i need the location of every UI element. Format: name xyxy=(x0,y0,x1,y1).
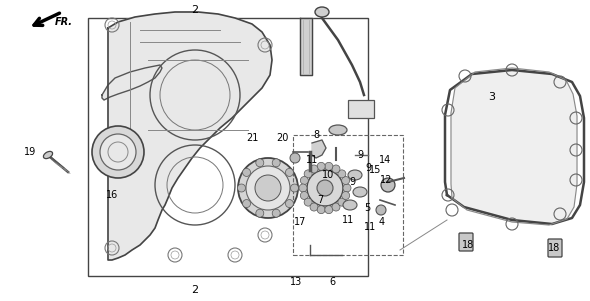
Ellipse shape xyxy=(343,200,357,210)
Circle shape xyxy=(92,126,144,178)
Circle shape xyxy=(338,198,346,206)
Text: 17: 17 xyxy=(294,217,306,227)
Circle shape xyxy=(304,170,312,178)
Text: 15: 15 xyxy=(369,165,381,175)
Circle shape xyxy=(290,184,299,192)
Text: 4: 4 xyxy=(379,217,385,227)
Circle shape xyxy=(100,134,136,170)
Ellipse shape xyxy=(44,151,53,159)
Circle shape xyxy=(317,206,325,214)
Text: 11: 11 xyxy=(342,215,354,225)
Text: 3: 3 xyxy=(489,92,496,102)
Text: 16: 16 xyxy=(106,190,118,200)
Circle shape xyxy=(272,159,280,167)
Polygon shape xyxy=(451,68,577,225)
Circle shape xyxy=(343,184,351,192)
Circle shape xyxy=(342,191,350,200)
Text: 18: 18 xyxy=(548,243,560,253)
Text: 12: 12 xyxy=(380,175,392,185)
Text: 21: 21 xyxy=(246,133,258,143)
Circle shape xyxy=(256,209,264,217)
Text: 2: 2 xyxy=(191,5,199,15)
Circle shape xyxy=(317,162,325,170)
Circle shape xyxy=(307,170,343,206)
Ellipse shape xyxy=(348,170,362,180)
Circle shape xyxy=(317,180,333,196)
Circle shape xyxy=(299,184,307,192)
Circle shape xyxy=(300,191,309,200)
Circle shape xyxy=(325,162,333,170)
Polygon shape xyxy=(300,18,312,75)
Circle shape xyxy=(381,178,395,192)
FancyBboxPatch shape xyxy=(459,233,473,251)
Text: 13: 13 xyxy=(290,277,302,287)
Circle shape xyxy=(286,169,293,176)
Circle shape xyxy=(255,175,281,201)
Ellipse shape xyxy=(315,7,329,17)
Circle shape xyxy=(310,165,318,173)
Text: 10: 10 xyxy=(322,170,334,180)
Text: 20: 20 xyxy=(276,133,288,143)
Polygon shape xyxy=(312,140,326,158)
Circle shape xyxy=(325,206,333,214)
Circle shape xyxy=(304,198,312,206)
Text: FR.: FR. xyxy=(55,17,73,27)
Circle shape xyxy=(238,184,245,192)
Circle shape xyxy=(342,176,350,185)
Text: 2: 2 xyxy=(191,285,199,295)
Text: 8: 8 xyxy=(313,130,319,140)
Text: 11: 11 xyxy=(306,155,318,165)
Text: 9: 9 xyxy=(365,163,371,173)
Circle shape xyxy=(332,203,340,211)
Ellipse shape xyxy=(329,125,347,135)
Circle shape xyxy=(286,200,293,208)
Text: 19: 19 xyxy=(24,147,36,157)
Polygon shape xyxy=(108,12,272,260)
Text: 11: 11 xyxy=(364,222,376,232)
Circle shape xyxy=(272,209,280,217)
Text: 6: 6 xyxy=(329,277,335,287)
Circle shape xyxy=(376,205,386,215)
FancyBboxPatch shape xyxy=(548,239,562,257)
Text: 7: 7 xyxy=(317,195,323,205)
Circle shape xyxy=(246,166,290,210)
Circle shape xyxy=(290,153,300,163)
Circle shape xyxy=(238,158,298,218)
Bar xyxy=(88,18,368,276)
Circle shape xyxy=(338,170,346,178)
Circle shape xyxy=(310,203,318,211)
Text: 9: 9 xyxy=(357,150,363,160)
Text: 5: 5 xyxy=(364,203,370,213)
Circle shape xyxy=(256,159,264,167)
Polygon shape xyxy=(102,65,162,100)
Circle shape xyxy=(300,176,309,185)
Bar xyxy=(293,135,403,255)
Text: 18: 18 xyxy=(462,240,474,250)
Bar xyxy=(348,100,374,118)
Text: 14: 14 xyxy=(379,155,391,165)
Circle shape xyxy=(332,165,340,173)
Ellipse shape xyxy=(353,187,367,197)
Text: 9: 9 xyxy=(349,177,355,187)
Circle shape xyxy=(242,200,251,208)
Circle shape xyxy=(242,169,251,176)
